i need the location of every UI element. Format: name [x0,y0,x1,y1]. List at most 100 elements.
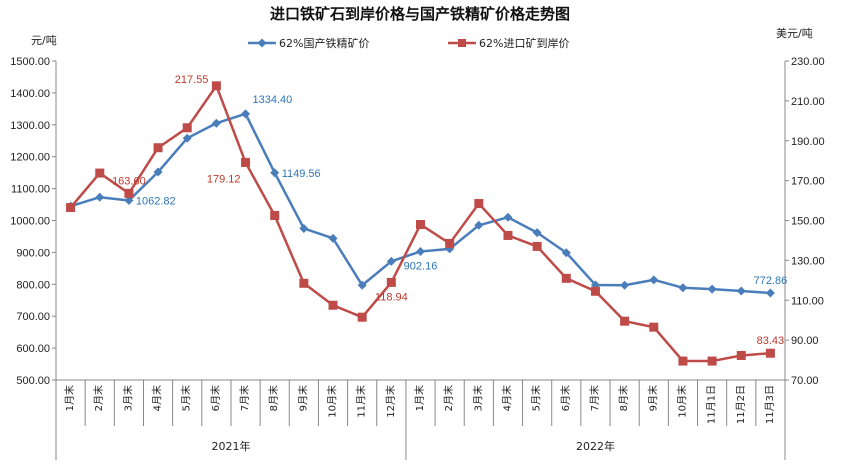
data-label: 772.86 [754,275,788,287]
category-label: 3月末 [471,385,484,411]
category-label: 5月末 [180,385,193,411]
right-tick-label: 150.00 [791,216,825,228]
category-label: 10月末 [326,385,339,418]
data-label: 83.43 [757,335,785,347]
data-point-domestic [357,280,367,290]
right-tick-label: 90.00 [791,335,819,347]
data-point-domestic [561,248,571,258]
data-point-import [678,356,688,366]
series-layer [66,81,775,366]
data-point-domestic [765,288,775,298]
data-point-domestic [532,228,542,238]
category-label: 3月末 [121,385,134,411]
data-point-domestic [707,284,717,294]
data-point-domestic [736,286,746,296]
data-point-domestic [386,256,396,266]
data-point-import [66,203,76,213]
data-labels: 1062.82 1334.40 1149.56 902.16 772.86 163.60 2… [112,74,787,347]
data-point-domestic [124,195,134,205]
category-label: 2月末 [442,385,455,411]
data-point-domestic [95,192,105,202]
data-point-import [561,273,571,283]
data-label: 163.60 [112,175,146,187]
left-tick-label: 700.00 [16,311,50,323]
data-point-domestic [182,133,192,143]
category-label: 7月末 [588,385,601,411]
category-label: 1月末 [413,385,426,411]
data-point-import [736,350,746,360]
category-label: 11月2日 [735,385,747,424]
data-point-import [386,277,396,287]
left-tick-label: 1200.00 [10,152,50,164]
data-point-import [328,300,338,310]
category-label: 11月末 [355,385,368,418]
category-label: 9月末 [646,385,659,411]
data-point-import [707,356,717,366]
left-tick-label: 1500.00 [10,56,50,68]
data-label: 1149.56 [282,168,321,180]
data-point-import [241,157,251,167]
right-tick-label: 70.00 [791,375,819,387]
data-point-domestic [649,275,659,285]
data-point-import [124,188,134,198]
right-axis-unit: 美元/吨 [776,27,813,40]
data-label: 118.94 [375,291,408,303]
category-label: 9月末 [296,385,309,411]
data-point-import [211,81,221,91]
data-point-import [649,322,659,332]
category-label: 10月末 [675,385,688,418]
data-point-domestic [416,246,425,256]
data-point-import [270,211,280,221]
data-label: 179.12 [207,173,241,185]
data-point-import [445,238,455,248]
data-point-import [416,219,425,229]
right-tick-label: 130.00 [791,255,825,267]
right-tick-label: 190.00 [791,136,825,148]
category-label: 2月末 [92,385,105,411]
data-point-import [620,316,630,326]
chart-title: 进口铁矿石到岸价格与国产铁精矿价格走势图 [270,5,570,23]
data-point-import [182,123,192,133]
category-label: 4月末 [151,385,164,411]
legend-label-import: 62%进口矿到岸价 [479,37,569,50]
data-label: 1334.40 [253,94,293,106]
right-tick-label: 230.00 [791,56,825,68]
data-point-domestic [299,223,309,233]
left-tick-label: 1100.00 [11,184,50,196]
data-point-import [153,143,163,153]
category-label: 6月末 [209,385,222,411]
data-point-domestic [474,220,484,230]
legend-marker-import [458,39,466,47]
left-tick-label: 900.00 [16,247,50,259]
data-point-domestic [503,212,513,222]
data-point-domestic [328,233,338,243]
legend-marker-domestic [257,38,267,48]
category-label: 11月3日 [764,385,776,424]
left-axis-unit: 元/吨 [31,34,57,47]
data-point-import [503,230,513,240]
data-point-domestic [620,280,630,290]
category-label: 6月末 [559,385,572,411]
data-label: 902.16 [404,260,438,272]
data-point-domestic [270,168,280,178]
axes: 500.00 600.00 700.00 800.00 900.00 1000.00 110… [10,56,825,460]
data-point-import [765,348,775,358]
right-tick-label: 210.00 [791,96,825,108]
data-point-import [299,278,309,288]
left-tick-label: 800.00 [16,279,50,291]
right-tick-label: 110.00 [791,295,824,307]
category-label: 5月末 [530,385,543,411]
data-point-import [357,312,367,322]
data-point-import [95,168,105,178]
category-label: 1月末 [63,385,76,411]
category-label: 7月末 [238,385,251,411]
legend: 62%国产铁精矿价 62%进口矿到岸价 [248,36,569,50]
data-point-domestic [211,118,221,128]
category-label: 4月末 [500,385,513,411]
data-point-domestic [241,109,251,119]
legend-label-domestic: 62%国产铁精矿价 [279,36,369,50]
left-tick-label: 600.00 [16,343,50,355]
data-point-import [532,241,542,251]
data-point-domestic [153,167,163,177]
category-label: 12月末 [384,385,397,418]
